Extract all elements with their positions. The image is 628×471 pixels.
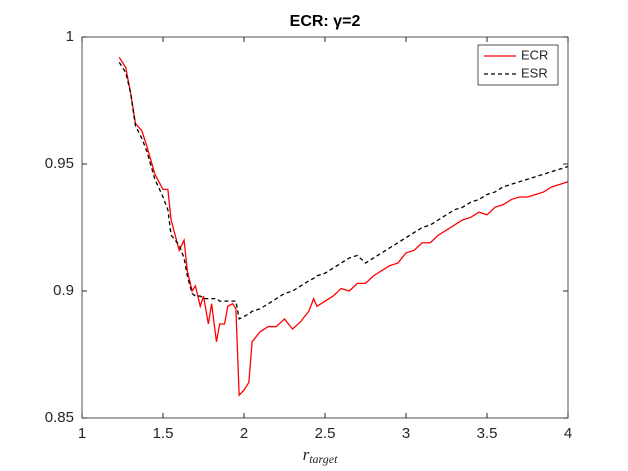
x-tick-label: 1	[78, 425, 86, 442]
axes-box	[81, 36, 569, 419]
x-tick-label: 3	[402, 425, 410, 442]
y-tick-label: 0.9	[53, 282, 74, 299]
x-tick-label: 4	[564, 425, 572, 442]
chart-title: ECR: γ=2	[290, 13, 361, 30]
plot-area	[82, 37, 568, 418]
legend-label: ECR	[521, 47, 548, 62]
series-line	[118, 56, 569, 397]
x-tick-label: 2	[240, 425, 248, 442]
x-tick-label: 2.5	[315, 425, 336, 442]
legend-label: ESR	[521, 65, 548, 80]
x-axis-label: rtarget	[303, 445, 339, 466]
x-label-subscript: target	[309, 452, 338, 466]
y-tick-label: 1	[66, 28, 74, 45]
x-tick-label: 3.5	[477, 425, 498, 442]
y-tick-label: 0.85	[45, 409, 74, 426]
y-tick-label: 0.95	[45, 155, 74, 172]
x-tick-label: 1.5	[153, 425, 174, 442]
legend-box	[477, 44, 559, 86]
series-line	[118, 62, 569, 320]
x-label-base: r	[303, 445, 310, 464]
